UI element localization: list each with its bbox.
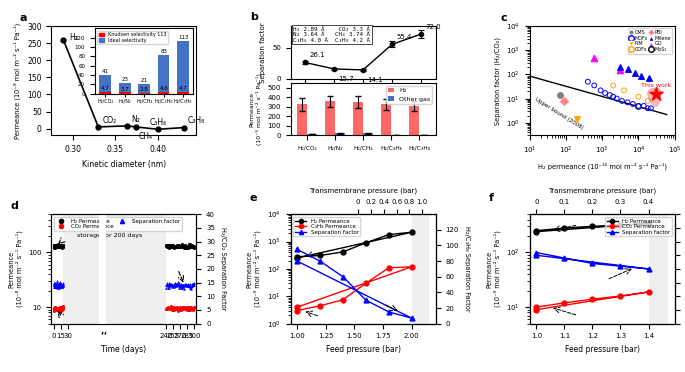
Text: 26.1: 26.1 — [309, 52, 325, 58]
Text: C₃H₈: C₃H₈ — [188, 116, 205, 125]
Text: f: f — [489, 193, 494, 203]
Legend: H₂ Permeance, C₃H₈ Permeance, Separation factor: H₂ Permeance, C₃H₈ Permeance, Separation… — [293, 217, 360, 237]
X-axis label: Kinetic diameter (nm): Kinetic diameter (nm) — [82, 160, 166, 169]
Point — [608, 94, 619, 100]
X-axis label: Feed pressure (bar): Feed pressure (bar) — [564, 345, 640, 354]
Text: 15.7: 15.7 — [338, 76, 354, 83]
Point — [571, 116, 582, 122]
Text: This work: This work — [641, 83, 671, 94]
Legend: H₂ Permeance, CO₂ Permeance, Separation factor: H₂ Permeance, CO₂ Permeance, Separation … — [54, 217, 182, 231]
Bar — [63, 214, 166, 324]
Text: H₂: H₂ — [69, 33, 77, 42]
Text: N₂: N₂ — [132, 115, 140, 124]
Text: 14.1: 14.1 — [367, 77, 383, 83]
Point — [643, 98, 653, 104]
Text: storage for 200 days: storage for 200 days — [77, 233, 142, 238]
Bar — [353, 102, 363, 135]
Bar — [649, 214, 668, 324]
Y-axis label: Separation factor (H₂/CO₂): Separation factor (H₂/CO₂) — [494, 37, 501, 125]
Point — [622, 99, 633, 105]
Point — [627, 101, 638, 107]
Point — [630, 70, 640, 76]
Text: 55.4: 55.4 — [396, 34, 412, 40]
Point — [650, 91, 661, 97]
X-axis label: Transmembrane pressure (bar): Transmembrane pressure (bar) — [548, 188, 656, 195]
Y-axis label: Permeance
(10⁻⁹ mol m⁻² s⁻¹ Pa⁻¹): Permeance (10⁻⁹ mol m⁻² s⁻¹ Pa⁻¹) — [486, 231, 501, 307]
X-axis label: Feed pressure (bar): Feed pressure (bar) — [325, 345, 401, 354]
Point — [611, 96, 622, 102]
X-axis label: Time (days): Time (days) — [101, 345, 147, 354]
Y-axis label: H₂/CO₂ Separation Factor: H₂/CO₂ Separation Factor — [220, 227, 226, 311]
Point — [608, 83, 619, 89]
Point — [595, 87, 606, 93]
Y-axis label: Separation factor: Separation factor — [260, 22, 266, 83]
Text: c: c — [501, 13, 508, 23]
X-axis label: H₂ permeance (10⁻¹⁰ mol m⁻² s⁻¹ Pa⁻¹): H₂ permeance (10⁻¹⁰ mol m⁻² s⁻¹ Pa⁻¹) — [538, 162, 667, 170]
Point — [644, 75, 655, 81]
Y-axis label: Permeance
(10⁻⁹ mol m⁻² s⁻¹ Pa⁻¹): Permeance (10⁻⁹ mol m⁻² s⁻¹ Pa⁻¹) — [247, 231, 262, 307]
Text: C₃H₆: C₃H₆ — [149, 118, 167, 127]
Point — [614, 64, 625, 70]
X-axis label: Transmembrane pressure (bar): Transmembrane pressure (bar) — [309, 188, 417, 195]
Point — [636, 73, 647, 78]
Point — [643, 105, 653, 111]
Point — [633, 94, 644, 100]
Text: a: a — [19, 13, 27, 23]
Bar — [335, 133, 345, 135]
Point — [559, 98, 570, 104]
Y-axis label: Permeance
(10⁻⁹ mol m⁻² s⁻¹ Pa⁻¹): Permeance (10⁻⁹ mol m⁻² s⁻¹ Pa⁻¹) — [250, 73, 262, 145]
Bar — [307, 134, 316, 135]
Bar — [382, 105, 391, 135]
Y-axis label: H₂/C₃H₈ Separation Factor: H₂/C₃H₈ Separation Factor — [464, 226, 470, 312]
Point — [633, 103, 644, 109]
Text: b: b — [250, 12, 258, 22]
Y-axis label: Permeance
(10⁻⁸ mol m⁻² s⁻¹ Pa⁻¹): Permeance (10⁻⁸ mol m⁻² s⁻¹ Pa⁻¹) — [8, 231, 23, 307]
Legend: CMS, MOFs, PIM, COFs, PBI, MXene, GO, MoS₂: CMS, MOFs, PIM, COFs, PBI, MXene, GO, Mo… — [628, 29, 672, 54]
Point — [616, 98, 627, 104]
Text: 72.0: 72.0 — [425, 23, 441, 29]
Point — [633, 103, 644, 109]
Point — [599, 90, 610, 96]
Point — [588, 83, 599, 89]
Point — [582, 79, 593, 85]
Text: d: d — [11, 201, 18, 211]
Y-axis label: Permeance (10⁻⁹ mol m⁻² s⁻¹ Pa⁻¹): Permeance (10⁻⁹ mol m⁻² s⁻¹ Pa⁻¹) — [14, 23, 21, 139]
Bar — [325, 102, 335, 135]
Text: CO₂: CO₂ — [103, 116, 116, 125]
Point — [614, 67, 625, 73]
Point — [622, 67, 633, 73]
Text: Upper bound (2008): Upper bound (2008) — [534, 96, 584, 130]
Point — [638, 103, 649, 109]
Bar — [297, 105, 307, 135]
Point — [588, 55, 599, 61]
Legend: H₂, Other gas: H₂, Other gas — [386, 86, 432, 103]
Ellipse shape — [648, 88, 661, 106]
Text: e: e — [250, 193, 258, 203]
Point — [645, 105, 656, 111]
Point — [604, 92, 615, 98]
Bar — [410, 106, 419, 135]
Point — [619, 87, 630, 93]
Bar — [412, 214, 429, 324]
Text: H₂ 2.89 Å    CO₂ 3.3 Å
N₂ 3.64 Å   CH₄ 3.74 Å
C₃H₆ 4.0 Å  C₃H₈ 4.2 Å: H₂ 2.89 Å CO₂ 3.3 Å N₂ 3.64 Å CH₄ 3.74 Å… — [293, 26, 371, 43]
Text: CH₄: CH₄ — [138, 132, 153, 141]
Point — [555, 92, 566, 98]
Bar — [363, 133, 373, 135]
Legend: H₂ Permeance, CO₂ Permeance, Separation factor: H₂ Permeance, CO₂ Permeance, Separation … — [605, 217, 672, 237]
